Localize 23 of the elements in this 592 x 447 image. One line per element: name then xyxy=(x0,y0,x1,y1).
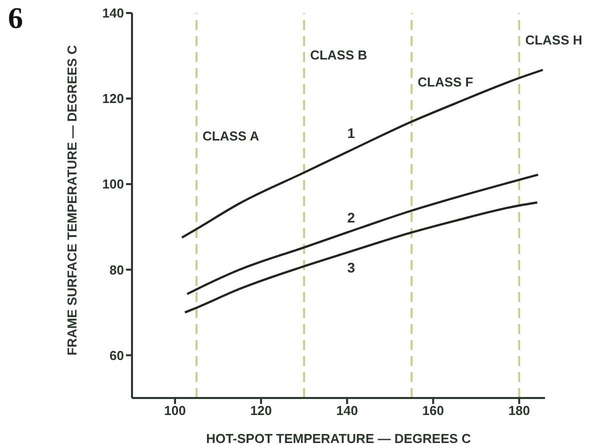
ref-line-label: CLASS F xyxy=(418,74,474,90)
ref-line-label: CLASS H xyxy=(525,32,582,48)
y-axis-title: FRAME SURFACE TEMPERATURE — DEGREES C xyxy=(64,44,80,356)
y-tick-label: 100 xyxy=(102,176,124,192)
x-axis-title: HOT-SPOT TEMPERATURE — DEGREES C xyxy=(206,431,472,446)
x-tick-label: 140 xyxy=(336,403,358,418)
y-tick-label: 60 xyxy=(110,348,124,363)
ref-line-label: CLASS A xyxy=(202,128,260,144)
ref-line-label: CLASS B xyxy=(310,48,368,63)
y-tick-label: 120 xyxy=(102,91,124,106)
x-tick-label: 100 xyxy=(164,403,186,418)
y-tick-label: 80 xyxy=(110,262,124,278)
y-tick-label: 140 xyxy=(102,6,124,21)
series-label: 1 xyxy=(347,125,356,142)
series-label: 2 xyxy=(347,209,356,226)
text: 6 xyxy=(8,2,23,36)
x-tick-label: 180 xyxy=(508,403,530,418)
x-tick-label: 160 xyxy=(422,403,444,418)
line-series xyxy=(186,174,540,296)
series-label: 3 xyxy=(347,260,356,276)
line-series xyxy=(184,201,538,314)
line-series xyxy=(180,68,544,239)
x-tick-label: 120 xyxy=(250,403,272,418)
